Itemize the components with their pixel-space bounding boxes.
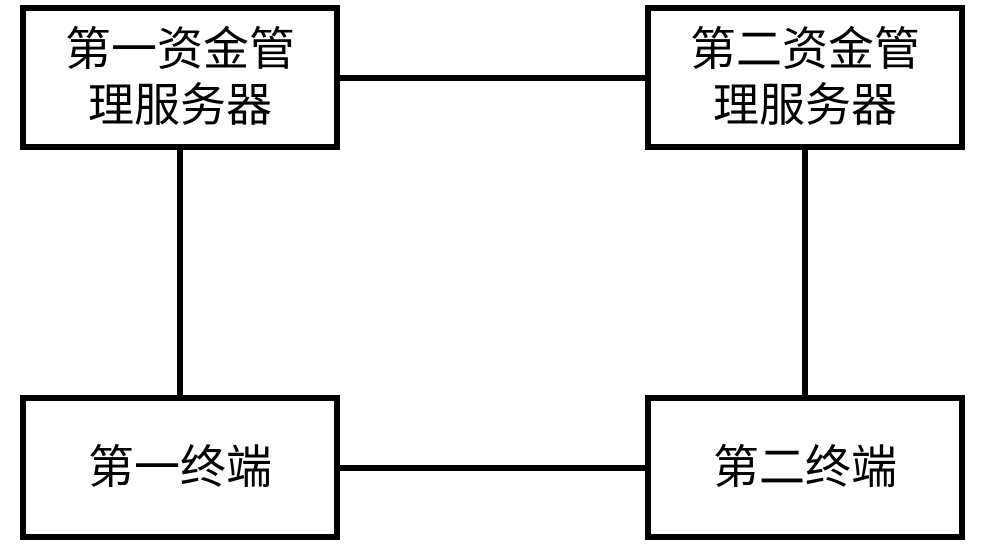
edge-box3-box4 — [340, 465, 645, 471]
node-terminal-1-label: 第一终端 — [88, 440, 272, 495]
node-server-1-label: 第一资金管 理服务器 — [65, 22, 295, 132]
node-server-2: 第二资金管 理服务器 — [645, 5, 965, 150]
edge-box1-box3 — [177, 150, 183, 395]
edge-box1-box2 — [340, 75, 645, 81]
node-terminal-2-label: 第二终端 — [713, 440, 897, 495]
diagram-container: 第一资金管 理服务器 第二资金管 理服务器 第一终端 第二终端 — [0, 0, 989, 551]
node-server-2-label: 第二资金管 理服务器 — [690, 22, 920, 132]
node-terminal-1: 第一终端 — [20, 395, 340, 540]
edge-box2-box4 — [802, 150, 808, 395]
node-server-1: 第一资金管 理服务器 — [20, 5, 340, 150]
node-terminal-2: 第二终端 — [645, 395, 965, 540]
